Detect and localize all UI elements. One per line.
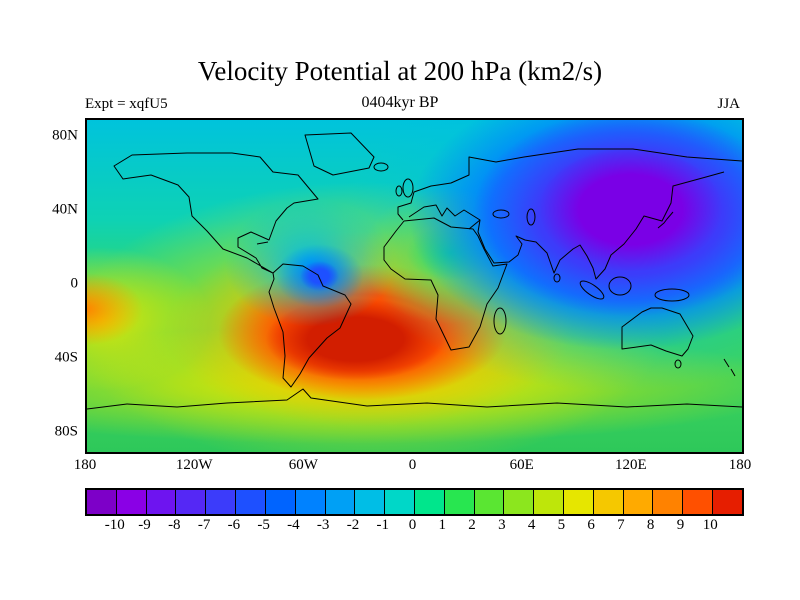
colorbar-cell bbox=[325, 490, 356, 514]
colorbar-tick-label: 0 bbox=[408, 517, 417, 533]
colorbar-tick-label: 6 bbox=[587, 517, 595, 533]
coastline-japan bbox=[657, 211, 674, 229]
colorbar-cell bbox=[265, 490, 296, 514]
coastline-south-america bbox=[268, 263, 352, 388]
chart-subtitle: 0404kyr BP bbox=[361, 94, 439, 111]
colorbar-cell bbox=[385, 490, 415, 514]
colorbar-cell bbox=[564, 490, 594, 514]
x-tick-label: 60E bbox=[509, 457, 534, 473]
colorbar-tick-label: 1 bbox=[438, 517, 447, 533]
x-tick-label: 120E bbox=[614, 457, 647, 473]
colorbar-cell bbox=[474, 490, 505, 514]
colorbar-cell bbox=[683, 490, 714, 514]
colorbar-tick-label: -6 bbox=[227, 517, 241, 533]
island-ireland bbox=[395, 185, 403, 197]
coastline-north-america bbox=[113, 152, 319, 274]
island-sri-lanka bbox=[553, 273, 561, 283]
colorbar-tick-label: 9 bbox=[676, 517, 685, 533]
colorbar-cell bbox=[176, 490, 207, 514]
coastline-africa bbox=[383, 217, 508, 351]
colorbar-tick-label: -2 bbox=[346, 517, 360, 533]
coastline-asia-east-south bbox=[477, 171, 725, 280]
colorbar-cell bbox=[713, 490, 742, 514]
x-tick-label: 120W bbox=[175, 457, 213, 473]
colorbar-cell bbox=[236, 490, 266, 514]
coastline-antarctica bbox=[87, 388, 742, 410]
colorbar-tick-label: -3 bbox=[316, 517, 330, 533]
colorbar-cell bbox=[87, 490, 117, 514]
island-new-zealand bbox=[723, 358, 736, 377]
island-new-guinea bbox=[654, 288, 690, 302]
y-tick-label: 0 bbox=[70, 275, 79, 292]
island-borneo bbox=[608, 276, 632, 296]
season-label: JJA bbox=[717, 96, 740, 112]
colorbar-tick-label: -8 bbox=[168, 517, 181, 533]
experiment-label: Expt = xqfU5 bbox=[85, 96, 168, 112]
coastline-eurasia-north bbox=[397, 148, 742, 221]
colorbar-cell bbox=[146, 490, 177, 514]
colorbar bbox=[85, 488, 744, 516]
island-cuba bbox=[256, 241, 269, 245]
colorbar-tick-label: -4 bbox=[287, 517, 300, 533]
colorbar-cell bbox=[295, 490, 326, 514]
sea-caspian bbox=[526, 208, 536, 226]
colorbar-tick-label: 8 bbox=[646, 517, 655, 533]
colorbar-tick-label: 2 bbox=[468, 517, 476, 533]
colorbar-tick-label: -10 bbox=[104, 517, 125, 533]
colorbar-tick-label: 4 bbox=[527, 517, 536, 533]
island-madagascar bbox=[493, 307, 507, 335]
colorbar-tick-label: 10 bbox=[702, 517, 718, 533]
x-tick-label: 180 bbox=[73, 457, 97, 473]
island-sumatra bbox=[579, 280, 605, 300]
coastline-australia bbox=[621, 307, 694, 357]
island-great-britain bbox=[402, 178, 414, 198]
colorbar-cell bbox=[355, 490, 386, 514]
coastlines bbox=[87, 132, 742, 410]
colorbar-cell bbox=[206, 490, 237, 514]
colorbar-labels: -10 -9 -8 -7 -6 -5 -4 -3 -2 -1 0 1 2 3 4 5 6 7 8 9 10 bbox=[85, 517, 740, 537]
colorbar-cell bbox=[653, 490, 684, 514]
y-tick-label: 80S bbox=[54, 423, 78, 440]
colorbar-cell bbox=[593, 490, 624, 514]
colorbar-cell bbox=[534, 490, 564, 514]
contour-field bbox=[87, 120, 742, 452]
colorbar-tick-label: 5 bbox=[557, 517, 566, 533]
sea-black-sea bbox=[492, 209, 510, 219]
colorbar-cell bbox=[116, 490, 147, 514]
y-tick-label: 40S bbox=[54, 349, 78, 366]
x-tick-label: 180 bbox=[728, 457, 752, 473]
colorbar-cell bbox=[623, 490, 654, 514]
y-tick-label: 80N bbox=[52, 127, 78, 144]
island-iceland bbox=[373, 162, 389, 172]
chart-title: Velocity Potential at 200 hPa (km2/s) bbox=[197, 56, 603, 86]
x-tick-label: 0 bbox=[408, 457, 417, 473]
colorbar-cell bbox=[414, 490, 445, 514]
y-tick-label: 40N bbox=[52, 201, 78, 218]
colorbar-tick-label: -5 bbox=[257, 517, 270, 533]
map-plot bbox=[85, 118, 744, 454]
island-tasmania bbox=[674, 359, 682, 369]
colorbar-tick-label: 3 bbox=[498, 517, 506, 533]
colorbar-cell bbox=[444, 490, 475, 514]
colorbar-tick-label: 7 bbox=[617, 517, 625, 533]
colorbar-tick-label: -9 bbox=[138, 517, 151, 533]
colorbar-cell bbox=[504, 490, 535, 514]
x-axis-labels: 180 120W 60W 0 60E 120E 180 bbox=[74, 457, 752, 477]
coastline-greenland bbox=[304, 132, 375, 176]
colorbar-tick-label: -1 bbox=[376, 517, 389, 533]
y-axis-labels: 80N 40N 0 40S 80S bbox=[30, 118, 78, 450]
coastline-mediterranean bbox=[408, 204, 481, 230]
colorbar-tick-label: -7 bbox=[197, 517, 211, 533]
x-tick-label: 60W bbox=[288, 457, 318, 473]
